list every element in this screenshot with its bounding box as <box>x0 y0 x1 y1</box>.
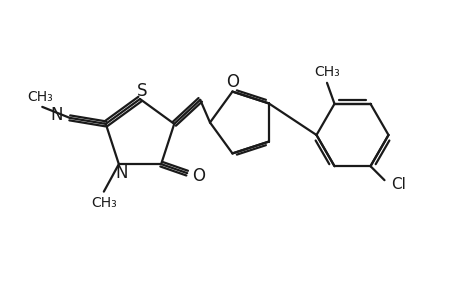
Text: CH₃: CH₃ <box>313 65 339 79</box>
Text: N: N <box>50 106 62 124</box>
Text: CH₃: CH₃ <box>27 90 52 104</box>
Text: O: O <box>191 167 204 184</box>
Text: Cl: Cl <box>390 177 405 192</box>
Text: O: O <box>225 73 238 91</box>
Text: CH₃: CH₃ <box>91 196 117 210</box>
Text: S: S <box>137 82 147 100</box>
Text: N: N <box>115 164 127 181</box>
